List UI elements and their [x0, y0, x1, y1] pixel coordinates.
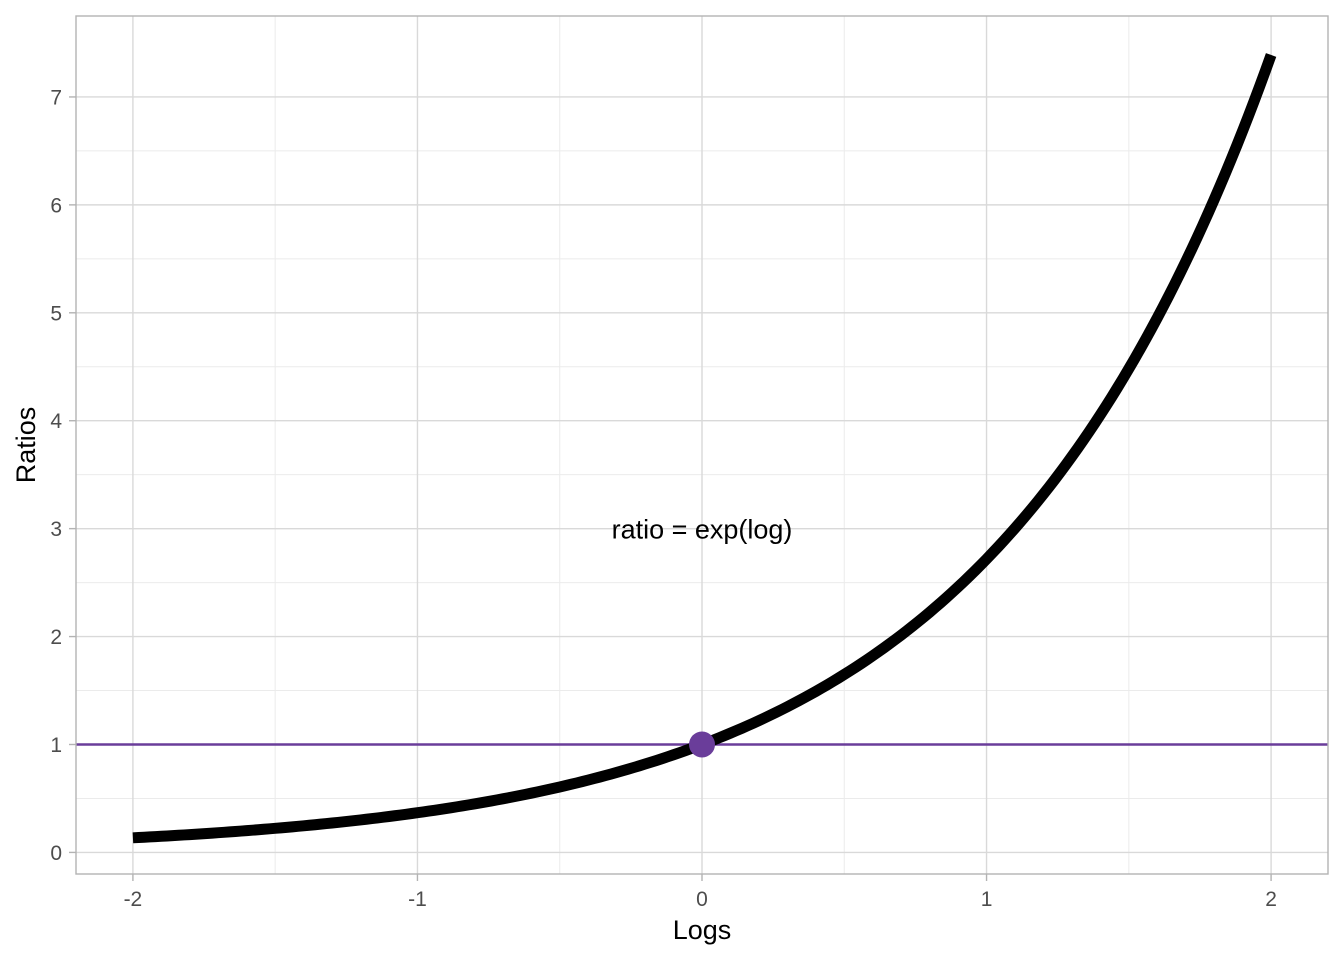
- x-tick-label: 1: [981, 888, 993, 911]
- annotation-formula: ratio = exp(log): [612, 515, 793, 545]
- y-tick-label: 6: [50, 194, 62, 217]
- y-tick-label: 2: [50, 626, 62, 649]
- y-tick-label: 5: [50, 302, 62, 325]
- y-tick-label: 7: [50, 86, 62, 109]
- x-tick-label: 2: [1265, 888, 1277, 911]
- point-layer: [689, 731, 715, 758]
- x-axis-ticks: -2 -1 0 1 2: [124, 874, 1277, 911]
- y-axis-ticks: 0 1 2 3 4 5 6 7: [50, 86, 76, 865]
- y-tick-label: 4: [50, 410, 62, 433]
- y-tick-label: 3: [50, 518, 62, 541]
- x-axis-title: Logs: [673, 915, 732, 945]
- annotation-layer: ratio = exp(log): [612, 515, 793, 545]
- x-tick-label: -2: [124, 888, 143, 911]
- y-axis-title: Ratios: [11, 407, 41, 484]
- intercept-point: [689, 731, 715, 758]
- x-tick-label: -1: [408, 888, 427, 911]
- y-tick-label: 1: [50, 734, 62, 757]
- y-tick-label: 0: [50, 842, 62, 865]
- x-tick-label: 0: [696, 888, 708, 911]
